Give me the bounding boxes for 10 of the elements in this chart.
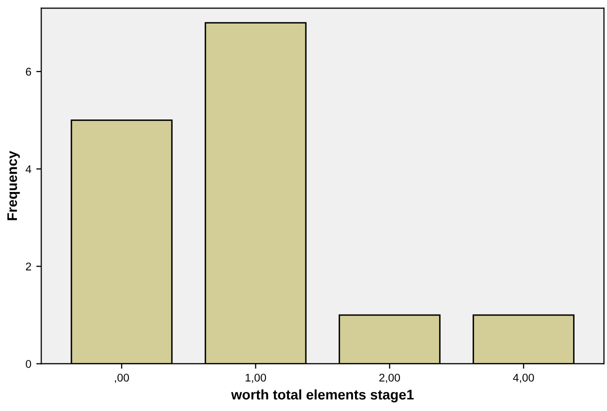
x-axis-title: worth total elements stage1: [231, 389, 414, 402]
y-tick-label: 4: [26, 165, 32, 173]
x-tick-label: ,00: [114, 374, 129, 383]
x-tick-label: 2,00: [379, 374, 400, 383]
x-tick-label: 1,00: [246, 374, 266, 383]
y-axis-title: Frequency: [7, 150, 20, 220]
y-tick-label: 2: [26, 262, 31, 270]
y-tick-label: 0: [26, 360, 32, 368]
x-tick-label: 4,00: [513, 374, 534, 383]
y-tick-label: 6: [26, 68, 32, 76]
